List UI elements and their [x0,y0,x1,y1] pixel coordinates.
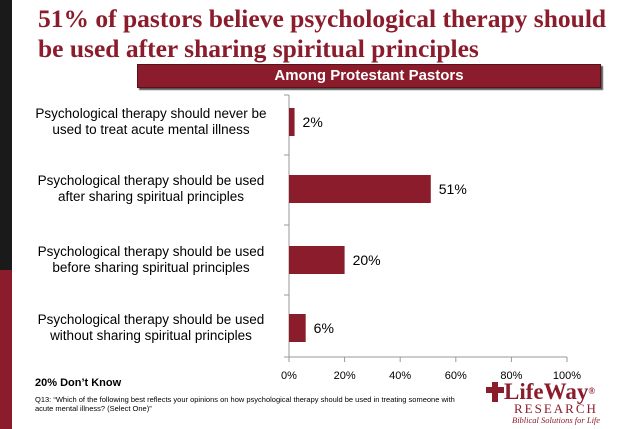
chart-title: 51% of pastors believe psychological the… [38,4,607,63]
logo-tagline: Biblical Solutions for Life [512,415,601,425]
category-label-line: Psychological therapy should be used [37,173,265,188]
bar [289,314,306,342]
survey-question: Q13: “Which of the following best reflec… [35,395,455,413]
category-label: Psychological therapy should never be use… [28,106,274,138]
bar [289,175,431,203]
x-tick-label: 80% [500,370,522,382]
category-label: Psychological therapy should be used befo… [28,244,274,276]
x-tick-label: 60% [445,370,467,382]
data-label: 51% [439,181,467,197]
category-label-line: Psychological therapy should be used [37,244,265,259]
x-tick-label: 40% [389,370,411,382]
dont-know-note: 20% Don’t Know [35,377,122,389]
subtitle-banner: Among Protestant Pastors [137,64,601,88]
bar [289,246,345,274]
category-label: Psychological therapy should be used with… [28,312,274,344]
data-label: 20% [353,252,381,268]
logo-wordmark: LifeWay® [504,380,595,403]
x-tick-label: 0% [281,370,297,382]
category-label-line: Psychological therapy should be used [37,312,265,327]
category-label-line: before sharing spiritual principles [52,260,250,275]
data-label: 2% [303,114,323,130]
bar [289,108,295,136]
left-accent-bar-red [0,270,12,429]
lifeway-logo: LifeWay® RESEARCH Biblical Solutions for… [484,380,614,426]
category-label-line: after sharing spiritual principles [57,189,245,204]
category-label-line: used to treat acute mental illness [52,122,250,137]
category-label-line: Psychological therapy should never be [35,106,267,121]
left-accent-bar-dark [0,0,12,270]
category-label: Psychological therapy should be used afte… [28,173,274,205]
registered-mark: ® [588,386,596,396]
logo-research-text: RESEARCH [514,401,598,416]
logo-main-text: LifeWay [504,379,589,404]
x-tick-label: 100% [553,370,581,382]
x-tick-label: 20% [334,370,356,382]
cross-icon [486,382,504,402]
data-label: 6% [314,320,334,336]
category-label-line: without sharing spiritual principles [50,328,252,343]
